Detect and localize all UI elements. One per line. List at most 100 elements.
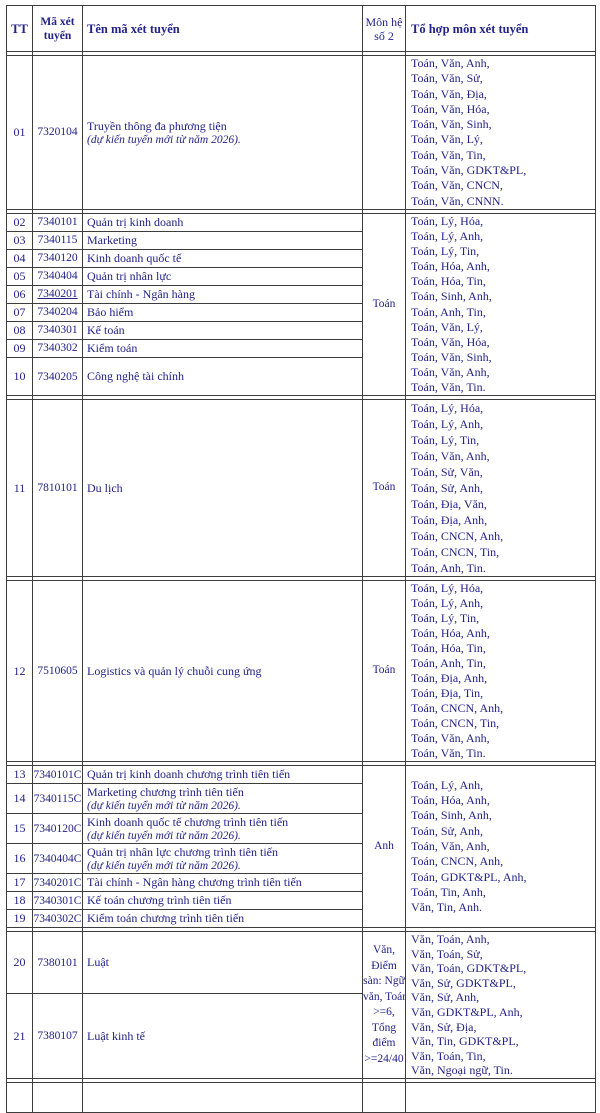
mon-line: Văn,	[372, 944, 396, 957]
empty-cell	[32, 1082, 83, 1113]
row-name-text: Quản trị nhân lực chương trình tiên tiến	[87, 845, 278, 860]
row-name-text: Logistics và quản lý chuỗi cung ứng	[87, 663, 262, 678]
to-hop-line: Toán, Văn, Sinh,	[411, 349, 492, 364]
row-number-cell: 19	[6, 909, 33, 929]
row-name-cell: Quản trị nhân lực chương trình tiên tiến…	[82, 843, 363, 875]
to-hop-line: Toán, Văn, Hóa,	[411, 101, 490, 116]
to-hop-cell: Toán, Lý, Hóa, Toán, Lý, Anh, Toán, Lý, Ti…	[405, 399, 596, 578]
row-number-cell: 04	[6, 248, 33, 268]
row-name-cell: Marketing chương trình tiên tiến (dự kiến…	[82, 783, 363, 815]
mon-line: >=6,	[373, 1006, 395, 1019]
row-number-cell: 01	[6, 55, 33, 210]
row-number-cell: 18	[6, 891, 33, 911]
to-hop-line: Toán, Văn, Lý,	[411, 132, 483, 147]
to-hop-line: Toán, Văn, Tin.	[411, 380, 486, 394]
to-hop-line: Văn, Sử, Anh,	[411, 990, 480, 1005]
to-hop-line: Toán, Văn, Tin.	[411, 746, 486, 761]
to-hop-line: Toán, Địa, Tin,	[411, 686, 484, 701]
table-row: 03 7340115 Marketing	[6, 230, 596, 250]
to-hop-line: Toán, Văn, Tin,	[411, 147, 486, 162]
row-name-text: Luật	[87, 955, 109, 970]
table-row: 17 7340201C Tài chính - Ngân hàng chương t…	[6, 873, 596, 893]
row-number-cell: 07	[6, 302, 33, 322]
to-hop-line: Toán, Hóa, Tin,	[411, 274, 486, 289]
mon-line: Điểm	[371, 959, 397, 972]
to-hop-line: Toán, Hóa, Anh,	[411, 259, 490, 274]
admissions-table: TT Mã xét tuyển Tên mã xét tuyển Môn hệ …	[6, 5, 596, 1113]
row-code-cell: 7380101	[32, 931, 83, 995]
to-hop-line: Toán, Văn, Sinh,	[411, 117, 492, 132]
to-hop-line: Toán, Anh, Tin,	[411, 304, 486, 319]
to-hop-line: Toán, Văn, CNCN,	[411, 178, 503, 193]
row-note-text: (dự kiến tuyển mới từ năm 2026).	[87, 133, 241, 146]
row-number-cell: 10	[6, 356, 33, 397]
row-name-text: Bảo hiểm	[87, 304, 134, 319]
row-note-text: (dự kiến tuyển mới từ năm 2026).	[87, 860, 241, 873]
row-number-cell: 14	[6, 783, 33, 815]
mon-line: điểm	[372, 1037, 396, 1050]
to-hop-cell: Văn, Toán, Anh, Văn, Toán, Sử, Văn, Toán, …	[405, 931, 596, 1080]
to-hop-line: Toán, Văn, Anh,	[411, 364, 490, 379]
row-code-cell: 7340404C	[32, 843, 83, 875]
to-hop-line: Văn, Toán, GDKT&PL,	[411, 961, 527, 976]
mon-line: Toán	[372, 481, 396, 494]
to-hop-cell: Toán, Lý, Hóa, Toán, Lý, Anh, Toán, Lý, Ti…	[405, 212, 596, 397]
to-hop-cell: Toán, Văn, Anh, Toán, Văn, Sử, Toán, Văn, …	[405, 55, 596, 210]
table-row: 20 7380101 Luật Văn, Điểm sàn: Ngữ văn, Toán >=…	[6, 931, 596, 1080]
to-hop-line: Toán, Hóa, Tin,	[411, 641, 486, 656]
to-hop-line: Văn, Toán, Sử,	[411, 946, 483, 961]
to-hop-line: Toán, Sinh, Anh,	[411, 808, 492, 823]
row-name-text: Công nghệ tài chính	[87, 369, 184, 384]
row-name-text: Kế toán	[87, 322, 125, 337]
row-number-cell: 15	[6, 813, 33, 845]
row-name-cell: Truyền thông đa phương tiện (dự kiến tuyể…	[82, 55, 363, 210]
to-hop-line: Toán, Lý, Anh,	[411, 777, 484, 792]
table-row: 13 7340101C Quản trị kinh doanh chương trì…	[6, 765, 596, 929]
to-hop-line: Toán, Sử, Văn,	[411, 465, 483, 480]
table-row: 06 7340201 Tài chính - Ngân hàng	[6, 284, 596, 304]
row-name-text: Quản trị kinh doanh	[87, 214, 184, 229]
row-name-cell: Tài chính - Ngân hàng chương trình tiên …	[82, 873, 363, 893]
table-row: 05 7340404 Quản trị nhân lực	[6, 266, 596, 286]
mon-he-so-2-cell: Toán	[362, 212, 406, 397]
to-hop-line: Văn, Ngoại ngữ, Tin.	[411, 1063, 513, 1078]
row-code-cell: 7380107	[32, 993, 83, 1080]
row-name-text: Tài chính - Ngân hàng chương trình tiên …	[87, 875, 302, 890]
row-name-text: Kiểm toán chương trình tiên tiến	[87, 911, 245, 926]
row-note-text: (dự kiến tuyển mới từ năm 2026).	[87, 830, 241, 843]
mon-line: văn, Toán	[363, 990, 406, 1003]
row-name-text: Kế toán chương trình tiên tiến	[87, 893, 232, 908]
row-name-cell: Kiểm toán	[82, 338, 363, 358]
empty-cell	[362, 1082, 406, 1113]
row-number-cell: 11	[6, 399, 33, 578]
to-hop-line: Toán, Lý, Anh,	[411, 229, 484, 244]
row-note-text: (dự kiến tuyển mới từ năm 2026).	[87, 800, 241, 813]
to-hop-line: Toán, Lý, Tin,	[411, 611, 480, 626]
to-hop-line: Văn, Toán, Anh,	[411, 932, 490, 947]
to-hop-line: Toán, Lý, Anh,	[411, 417, 484, 432]
to-hop-line: Toán, Tin, Anh,	[411, 884, 486, 899]
row-name-text: Truyền thông đa phương tiện	[87, 118, 227, 133]
to-hop-line: Toán, Văn, Địa,	[411, 86, 487, 101]
table-row-partial	[6, 1082, 596, 1113]
header-ten-ma: Tên mã xét tuyển	[82, 5, 363, 52]
row-code-link[interactable]: 7340201	[37, 288, 78, 301]
row-name-text: Kinh doanh quốc tế chương trình tiên tiế…	[87, 815, 289, 830]
to-hop-line: Toán, Văn, Anh,	[411, 449, 490, 464]
row-name-text: Kinh doanh quốc tế	[87, 250, 182, 265]
row-code-cell: 7340301C	[32, 891, 83, 911]
group-divider	[6, 51, 596, 56]
row-name-cell: Kinh doanh quốc tế	[82, 248, 363, 268]
to-hop-line: Toán, Văn, Anh,	[411, 731, 490, 746]
to-hop-line: Toán, Lý, Hóa,	[411, 581, 484, 596]
to-hop-line: Toán, Hóa, Anh,	[411, 626, 490, 641]
row-name-cell: Quản trị nhân lực	[82, 266, 363, 286]
to-hop-line: Toán, Lý, Hóa,	[411, 213, 484, 228]
to-hop-line: Toán, CNCN, Anh,	[411, 529, 504, 544]
row-name-cell: Logistics và quản lý chuỗi cung ứng	[82, 580, 363, 763]
row-name-cell: Kế toán	[82, 320, 363, 340]
row-name-text: Marketing chương trình tiên tiến	[87, 785, 244, 800]
header-tt: TT	[6, 5, 33, 52]
row-number-cell: 12	[6, 580, 33, 763]
row-number-cell: 02	[6, 212, 33, 232]
